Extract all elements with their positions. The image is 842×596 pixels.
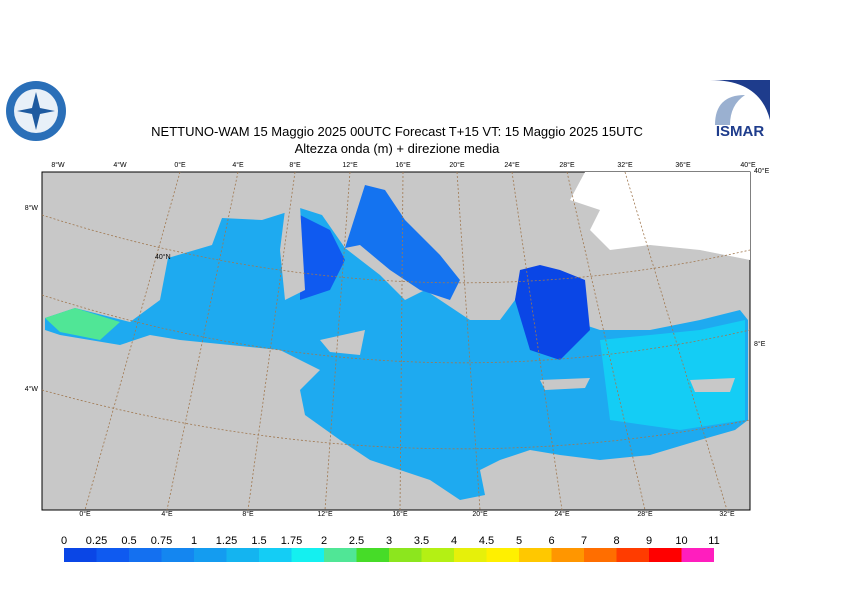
colorbar-box xyxy=(421,548,454,562)
logo-right: ISMAR xyxy=(708,79,770,141)
colorbar-box xyxy=(616,548,649,562)
lon-label-bottom: 8°E xyxy=(242,510,254,518)
colorbar-box xyxy=(291,548,324,562)
colorbar-box xyxy=(161,548,194,562)
lat-label-left: 8°W xyxy=(25,204,39,212)
lon-label-top: 32°E xyxy=(617,161,633,169)
lon-label-top: 8°W xyxy=(51,161,65,169)
colorbar-label: 9 xyxy=(646,535,652,547)
colorbar-box xyxy=(356,548,389,562)
colorbar-label: 7 xyxy=(581,535,587,547)
colorbar-box xyxy=(226,548,259,562)
lon-label-bottom: 20°E xyxy=(472,510,488,518)
logo-text: ISMAR xyxy=(716,123,765,140)
lon-label-top: 8°E xyxy=(289,161,301,169)
colorbar-label: 10 xyxy=(675,535,687,547)
subtitle: Altezza onda (m) + direzione media xyxy=(295,141,501,156)
colorbar-label: 0.5 xyxy=(121,535,136,547)
colorbar-label: 3 xyxy=(386,535,392,547)
colorbar-box xyxy=(324,548,357,562)
colorbar-box xyxy=(551,548,584,562)
colorbar-box xyxy=(681,548,714,562)
colorbar-box xyxy=(389,548,422,562)
colorbar-label: 1.75 xyxy=(281,535,302,547)
map: 40°N xyxy=(41,171,751,511)
colorbar-label: 2 xyxy=(321,535,327,547)
colorbar-box xyxy=(129,548,162,562)
lon-label-top: 0°E xyxy=(174,161,186,169)
inner-label: 40°N xyxy=(155,253,171,261)
lon-label-top: 12°E xyxy=(342,161,358,169)
lon-label-bottom: 16°E xyxy=(392,510,408,518)
lon-label-bottom: 12°E xyxy=(317,510,333,518)
lon-label-top: 36°E xyxy=(675,161,691,169)
colorbar-box xyxy=(259,548,292,562)
colorbar-label: 4.5 xyxy=(479,535,494,547)
lon-label-top: 4°W xyxy=(113,161,127,169)
colorbar-box xyxy=(649,548,682,562)
colorbar-box xyxy=(194,548,227,562)
lon-label-top: 16°E xyxy=(395,161,411,169)
lon-label-bottom: 0°E xyxy=(79,510,91,518)
colorbar-label: 1.25 xyxy=(216,535,237,547)
lon-label-top: 28°E xyxy=(559,161,575,169)
colorbar-label: 3.5 xyxy=(414,535,429,547)
lon-label-bottom: 28°E xyxy=(637,510,653,518)
lon-label-bottom: 4°E xyxy=(161,510,173,518)
lat-label-right: 40°E xyxy=(754,167,770,175)
colorbar-box xyxy=(584,548,617,562)
colorbar-label: 2.5 xyxy=(349,535,364,547)
colorbar-label: 11 xyxy=(708,535,719,547)
colorbar-label: 8 xyxy=(613,535,619,547)
lat-label-right: 8°E xyxy=(754,340,766,348)
colorbar-label: 1.5 xyxy=(251,535,266,547)
colorbar-box xyxy=(519,548,552,562)
colorbar-label: 0.25 xyxy=(86,535,107,547)
logo-left xyxy=(6,81,66,141)
lon-label-top: 4°E xyxy=(232,161,244,169)
lon-label-top: 40°E xyxy=(740,161,756,169)
colorbar-label: 0.75 xyxy=(151,535,172,547)
colorbar-box xyxy=(64,548,97,562)
colorbar-label: 5 xyxy=(516,535,522,547)
colorbar-label: 6 xyxy=(548,535,554,547)
colorbar: 0 0.25 0.5 0.75 1 1.25 1.5 1.75 2 2.5 3 3.5 4 4.5 5 6 7 8… xyxy=(61,535,720,562)
title: NETTUNO-WAM 15 Maggio 2025 00UTC Forecas… xyxy=(151,124,643,139)
colorbar-label: 4 xyxy=(451,535,457,547)
lon-label-top: 20°E xyxy=(449,161,465,169)
lon-label-top: 24°E xyxy=(504,161,520,169)
colorbar-box xyxy=(454,548,487,562)
colorbar-label: 1 xyxy=(191,535,197,547)
colorbar-label: 0 xyxy=(61,535,67,547)
colorbar-box xyxy=(486,548,519,562)
lon-label-bottom: 32°E xyxy=(719,510,735,518)
colorbar-box xyxy=(96,548,129,562)
lat-label-left: 4°W xyxy=(25,385,39,393)
lon-label-bottom: 24°E xyxy=(554,510,570,518)
